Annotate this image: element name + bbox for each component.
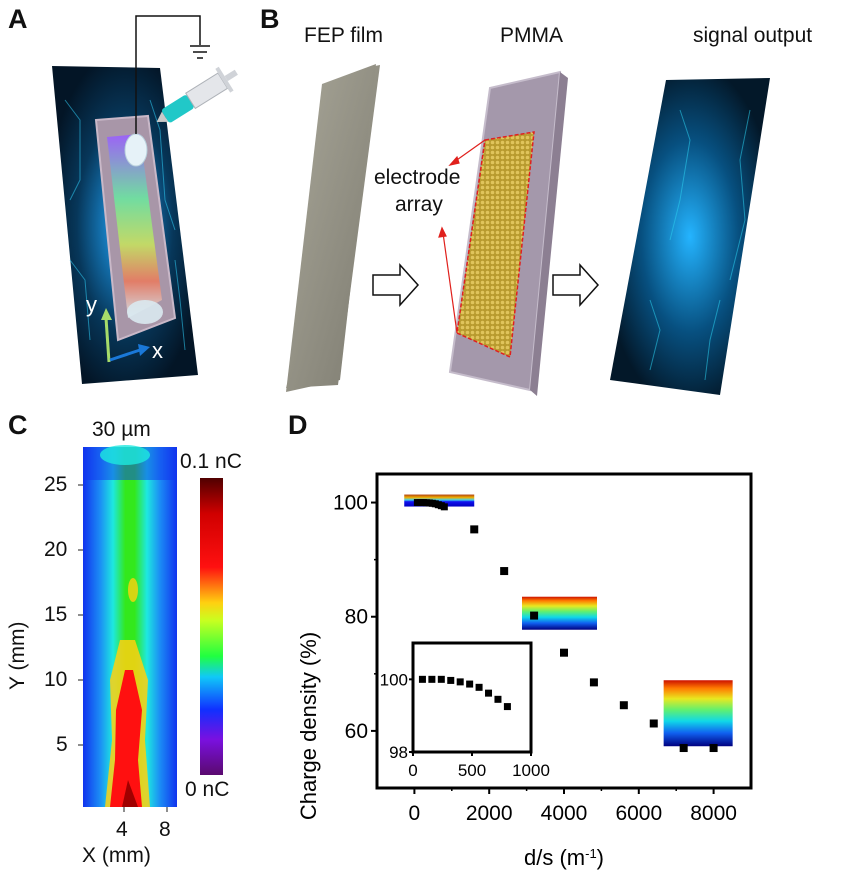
stage-title-fep: FEP film [304,24,383,47]
inset-data-point [475,683,483,691]
colorbar [200,478,223,775]
inset-x-tick-label: 1000 [512,761,550,780]
inset-data-point [466,680,474,688]
x-tick-label: 4000 [541,802,588,825]
y-tick-label: 20 [44,538,68,561]
heatmap-hotspot [110,670,142,807]
x-axis-label-text: d/s (m [524,845,585,870]
water-droplet-icon [127,300,163,324]
stage-title-signal-output: signal output [693,24,813,47]
right-arrow-icon [372,263,420,307]
y-axis-arrow-icon [104,317,111,363]
inset-frame [411,641,533,754]
inset-data-point [503,703,511,711]
y-tick-label: 80 [345,606,368,629]
charge-density-chart: 0 2000 4000 6000 8000 60 80 100 0 500 1000 98 100 C… [296,472,753,870]
x-tick-label: 4 [116,818,128,841]
data-point [470,525,479,534]
y-tick-label: 60 [345,720,368,743]
x-tick-label: 0 [409,802,421,825]
x-axis-arrow-icon [109,348,141,362]
x-tick-label: 6000 [615,802,662,825]
inset-data-point [456,678,464,686]
x-tick-label: 2000 [466,802,513,825]
colorbar-max-label: 0.1 nC [180,450,242,473]
annotation-array: array [395,193,443,216]
x-axis-label: d/s (m-1) [524,845,604,870]
inset-y-tick-label: 98 [389,743,408,762]
inset-x-tick-label: 0 [408,761,417,780]
panel-label-a: A [8,4,28,34]
y-tick-label: 15 [44,603,68,626]
inset-data-point [418,675,426,683]
circuit-board-icon [610,78,770,395]
data-point [649,719,658,728]
data-point [709,744,718,753]
ground-icon [190,45,210,59]
data-point [500,567,509,576]
fep-film-sheet [286,64,376,392]
axis-label-y: y [86,292,97,317]
panel-label-d: D [288,410,308,440]
data-point [679,744,688,753]
data-point [440,503,448,511]
pmma-edge [530,72,568,396]
heatmap-title: 30 µm [92,418,151,441]
heatmap-xlabel: X (mm) [82,844,151,867]
charge-map-overlay [107,134,162,318]
y-axis-label: Charge density (%) [296,632,321,820]
inset-data-point [428,675,436,683]
panel-label-b: B [260,4,280,34]
axis-label-x: x [152,338,163,363]
right-arrow-icon [552,263,600,307]
panel-b-illustration [286,64,770,396]
electrode-array [456,131,535,359]
inset-y-tick-label: 100 [380,670,408,689]
y-tick-label: 10 [44,668,68,691]
annotation-arrows [438,139,486,334]
inset-x-tick-label: 500 [458,761,486,780]
x-tick-label: 8 [159,818,171,841]
data-point [619,701,628,710]
y-tick-label: 25 [44,473,68,496]
y-tick-label: 5 [56,733,68,756]
water-droplet-icon [124,133,148,167]
inset-data-point [485,689,493,697]
panel-label-c: C [8,410,28,440]
inset-data-point [494,695,502,703]
x-tick-label: 8000 [690,802,737,825]
panel-a-illustration [52,15,238,384]
wire [135,15,201,134]
inset-data-point [447,676,455,684]
heatmap-figure [78,445,223,812]
field-map-square [663,680,733,747]
colorbar-min-label: 0 nC [185,778,230,801]
inset-data-point [437,675,445,683]
data-point [530,611,539,620]
y-tick-label: 100 [333,492,368,515]
annotation-electrode: electrode [374,166,461,189]
syringe-icon [156,66,238,123]
stage-title-pmma: PMMA [500,24,563,47]
data-point [560,648,568,657]
data-point [589,678,598,687]
